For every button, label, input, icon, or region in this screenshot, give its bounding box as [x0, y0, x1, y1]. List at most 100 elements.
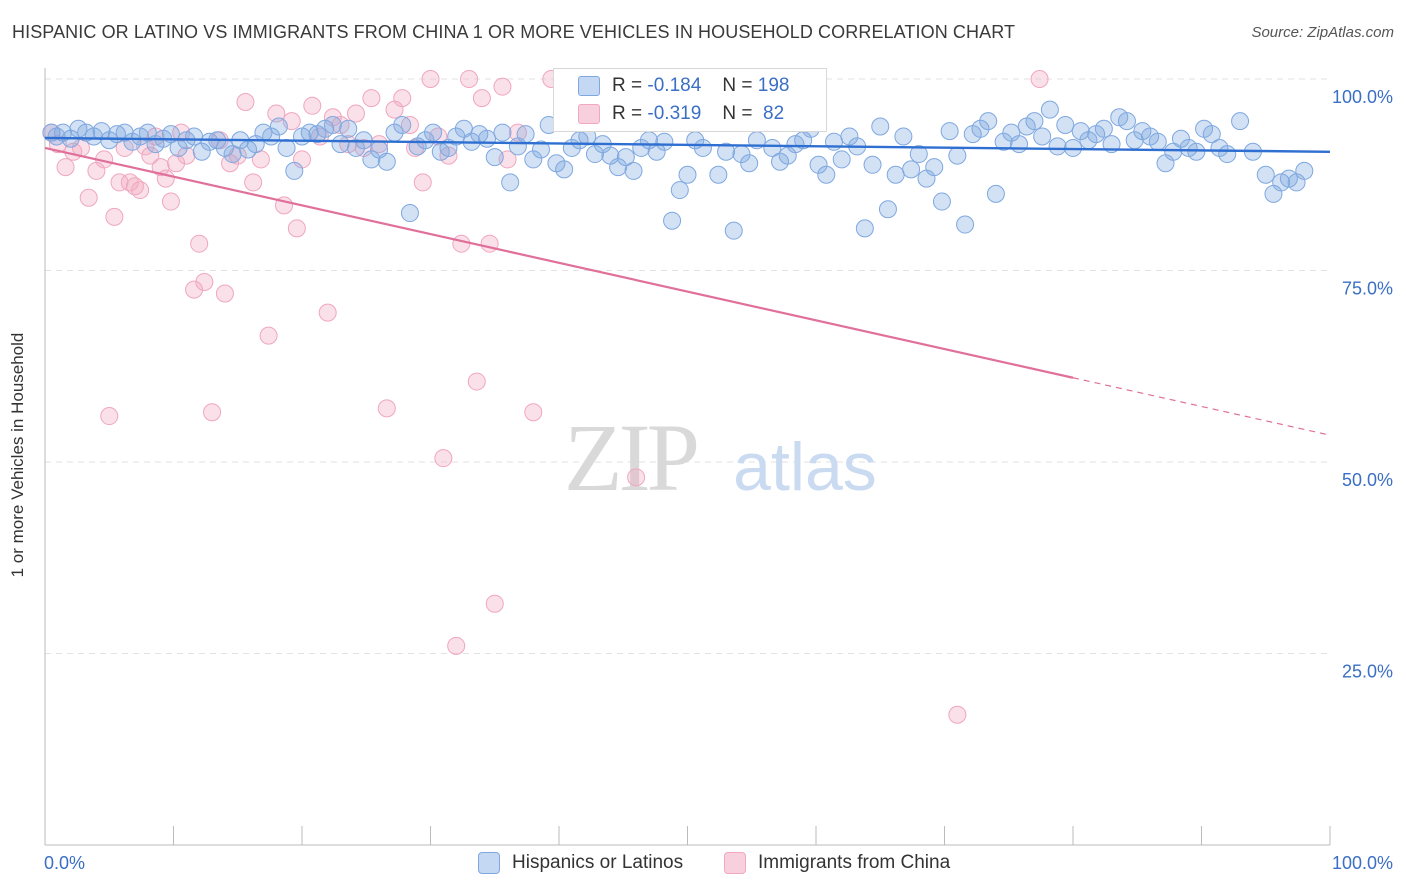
data-point-china — [485, 594, 504, 613]
data-point-china — [1030, 70, 1049, 88]
data-point-hispanic — [416, 131, 435, 150]
data-point-hispanic — [832, 150, 851, 169]
data-point-china — [467, 372, 486, 391]
trend-line-china-extension — [1072, 377, 1331, 436]
trend-lines — [44, 136, 1331, 436]
data-point-china — [434, 449, 453, 468]
data-point-china — [362, 89, 381, 108]
r-label: R = — [612, 75, 643, 96]
data-point-hispanic — [524, 150, 543, 169]
legend-item-hispanics: Hispanics or Latinos — [478, 852, 683, 874]
n-value: 82 — [757, 103, 785, 124]
data-point-hispanic — [115, 123, 134, 142]
data-point-china — [493, 77, 512, 96]
data-point-china — [370, 135, 389, 154]
data-point-hispanic — [663, 211, 682, 230]
data-point-china — [447, 636, 466, 655]
n-label: N = — [722, 75, 753, 96]
n-value: 198 — [757, 75, 790, 96]
data-point-hispanic — [478, 129, 497, 148]
data-point-hispanic — [1010, 135, 1029, 154]
data-point-china — [215, 284, 234, 303]
data-point-hispanic — [339, 119, 358, 138]
data-point-hispanic — [709, 165, 728, 184]
data-point-hispanic — [979, 112, 998, 131]
data-point-china — [110, 173, 129, 192]
data-point-china — [190, 234, 209, 253]
data-point-hispanic — [400, 204, 419, 223]
x-tick-label: 0.0% — [44, 853, 85, 873]
data-point-hispanic — [424, 123, 443, 142]
data-point-hispanic — [994, 132, 1013, 151]
data-point-hispanic — [624, 161, 643, 180]
data-point-china — [413, 173, 432, 192]
data-point-hispanic — [616, 148, 635, 167]
data-point-china — [259, 326, 278, 345]
data-point-china — [393, 89, 412, 108]
x-tick-label: 100.0% — [1332, 853, 1393, 873]
watermark-zip: ZIP — [564, 404, 697, 511]
data-point-china — [79, 188, 98, 207]
data-point-hispanic — [1094, 119, 1113, 138]
data-point-hispanic — [855, 219, 874, 238]
data-point-china — [318, 303, 337, 322]
data-point-hispanic — [346, 138, 365, 157]
legend-row-text: R = -0.184 N = 198 — [612, 75, 789, 97]
legend-swatch-pink — [724, 852, 746, 874]
data-point-hispanic — [585, 145, 604, 164]
data-point-hispanic — [285, 161, 304, 180]
legend-row-text: R = -0.319 N = 82 — [612, 103, 784, 125]
data-point-hispanic — [763, 138, 782, 157]
n-label: N = — [722, 103, 753, 124]
data-point-hispanic — [948, 146, 967, 165]
data-point-china — [346, 104, 365, 123]
tick-labels: 100.0% 75.0% 50.0% 25.0% 0.0% 100.0% — [44, 87, 1393, 873]
data-point-china — [167, 154, 186, 173]
data-point-hispanic — [740, 154, 759, 173]
data-point-hispanic — [1295, 161, 1314, 180]
data-point-china — [472, 89, 491, 108]
data-point-hispanic — [647, 142, 666, 161]
data-point-hispanic — [200, 132, 219, 151]
trend-line-hispanic — [44, 136, 1331, 153]
data-point-hispanic — [393, 115, 412, 134]
data-point-china — [452, 234, 471, 253]
data-point-hispanic — [940, 122, 959, 141]
data-point-hispanic — [1148, 132, 1167, 151]
data-point-hispanic — [824, 132, 843, 151]
data-point-hispanic — [1040, 100, 1059, 119]
data-point-hispanic — [1025, 112, 1044, 131]
data-point-hispanic — [956, 215, 975, 234]
data-point-hispanic — [902, 160, 921, 179]
data-point-china — [203, 403, 222, 422]
data-point-china — [400, 115, 419, 134]
watermark: ZIP atlas — [564, 404, 877, 511]
data-point-hispanic — [377, 152, 396, 171]
data-point-hispanic — [925, 158, 944, 177]
legend-swatch-pink — [578, 104, 600, 124]
data-point-hispanic — [717, 142, 736, 161]
legend-swatch-blue — [578, 76, 600, 96]
chart-title: HISPANIC OR LATINO VS IMMIGRANTS FROM CH… — [12, 22, 1016, 42]
data-point-hispanic — [1171, 129, 1190, 148]
data-point-china — [56, 158, 75, 177]
data-point-hispanic — [185, 127, 204, 146]
immigrants-from-china-points — [42, 70, 1049, 724]
data-point-china — [287, 219, 306, 238]
data-point-china — [236, 92, 255, 111]
legend-item-china: Immigrants from China — [724, 852, 950, 874]
y-tick-label: 25.0% — [1342, 662, 1393, 682]
data-point-hispanic — [323, 115, 342, 134]
data-point-hispanic — [1218, 145, 1237, 164]
y-tick-label: 100.0% — [1332, 87, 1393, 107]
data-point-hispanic — [670, 181, 689, 200]
y-tick-label: 50.0% — [1342, 470, 1393, 490]
data-point-hispanic — [609, 158, 628, 177]
data-point-china — [948, 705, 967, 724]
data-point-hispanic — [516, 125, 535, 144]
data-point-hispanic — [1117, 112, 1136, 131]
y-axis-label: 1 or more Vehicles in Household — [8, 332, 27, 578]
data-point-china — [185, 280, 204, 299]
data-point-hispanic — [678, 165, 697, 184]
source-credit: Source: ZipAtlas.com — [1251, 24, 1394, 41]
